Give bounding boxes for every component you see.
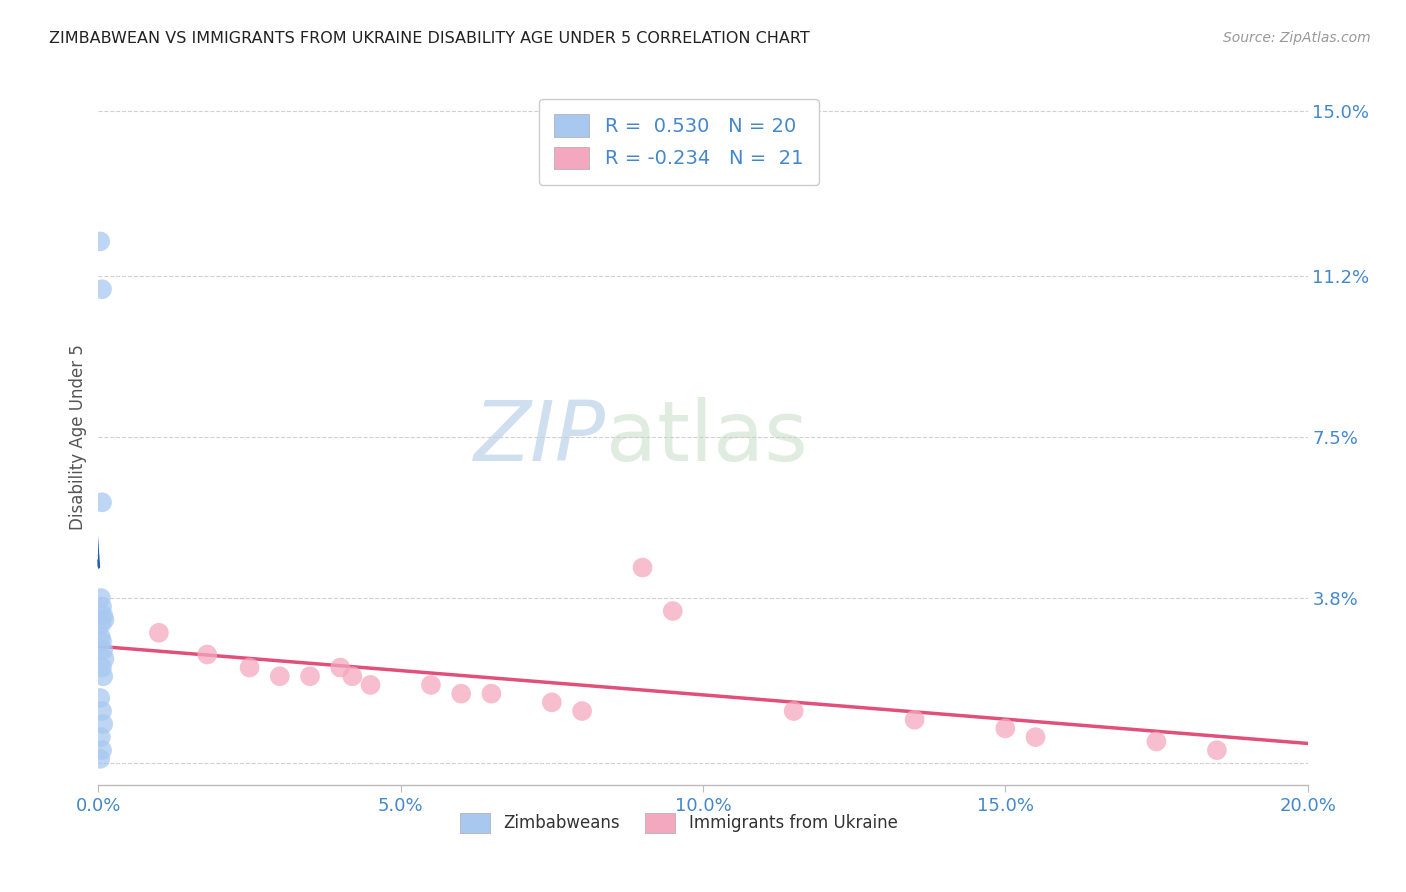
Point <box>783 704 806 718</box>
Point <box>90 617 112 632</box>
Point <box>89 690 111 705</box>
Y-axis label: Disability Age Under 5: Disability Age Under 5 <box>69 344 87 530</box>
Point <box>91 717 114 731</box>
Point <box>420 678 443 692</box>
Point <box>904 713 927 727</box>
Point <box>450 687 472 701</box>
Point <box>299 669 322 683</box>
Point <box>90 591 112 605</box>
Point <box>239 660 262 674</box>
Point <box>360 678 382 692</box>
Point <box>93 613 115 627</box>
Point <box>93 652 115 666</box>
Point <box>148 625 170 640</box>
Point <box>91 599 114 614</box>
Point <box>91 704 114 718</box>
Point <box>481 687 503 701</box>
Point <box>91 743 114 757</box>
Point <box>195 648 218 662</box>
Point <box>91 634 114 648</box>
Point <box>269 669 291 683</box>
Point <box>329 660 352 674</box>
Point <box>661 604 683 618</box>
Point <box>91 282 114 296</box>
Text: Source: ZipAtlas.com: Source: ZipAtlas.com <box>1223 31 1371 45</box>
Point <box>994 722 1017 736</box>
Point <box>89 235 111 249</box>
Point <box>91 669 114 683</box>
Point <box>91 608 114 623</box>
Point <box>571 704 593 718</box>
Point <box>91 495 114 509</box>
Point <box>91 660 114 674</box>
Point <box>90 630 112 644</box>
Text: ZIP: ZIP <box>474 397 606 477</box>
Point <box>1206 743 1229 757</box>
Point <box>91 643 114 657</box>
Point <box>540 695 562 709</box>
Point <box>1024 730 1046 744</box>
Point <box>89 752 111 766</box>
Point <box>342 669 364 683</box>
Text: atlas: atlas <box>606 397 808 477</box>
Point <box>1144 734 1167 748</box>
Point <box>90 730 112 744</box>
Point <box>631 560 654 574</box>
Text: ZIMBABWEAN VS IMMIGRANTS FROM UKRAINE DISABILITY AGE UNDER 5 CORRELATION CHART: ZIMBABWEAN VS IMMIGRANTS FROM UKRAINE DI… <box>49 31 810 46</box>
Legend: Zimbabweans, Immigrants from Ukraine: Zimbabweans, Immigrants from Ukraine <box>454 806 904 839</box>
